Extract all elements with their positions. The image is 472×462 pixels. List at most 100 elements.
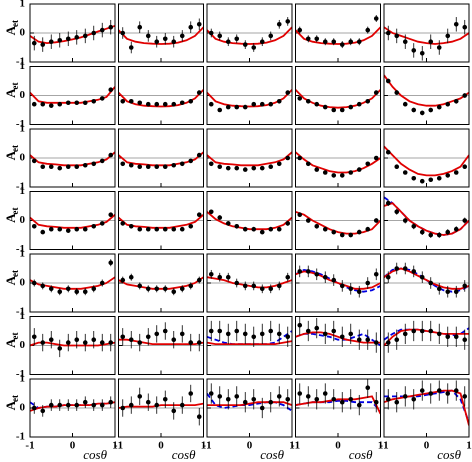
panel-frame <box>118 128 204 188</box>
data-point <box>385 149 391 155</box>
data-point <box>74 337 80 343</box>
x-tick-label: -1 <box>291 440 300 452</box>
data-point <box>40 101 46 107</box>
data-point <box>188 158 194 164</box>
data-point <box>225 397 231 402</box>
data-point <box>259 165 265 171</box>
data-point <box>31 40 37 46</box>
data-point <box>196 22 202 27</box>
data-point <box>305 218 311 223</box>
data-point <box>91 402 97 408</box>
data-point <box>188 283 194 289</box>
data-point <box>99 340 105 345</box>
data-point <box>276 331 282 337</box>
panel <box>118 191 204 250</box>
data-point <box>188 224 194 229</box>
data-point <box>91 286 97 292</box>
data-point <box>40 340 46 345</box>
data-point <box>356 402 362 408</box>
y-tick-label: -1 <box>16 56 25 68</box>
model-curve <box>295 26 381 45</box>
data-point <box>297 155 303 161</box>
data-point <box>297 269 303 274</box>
data-point <box>154 101 160 107</box>
x-axis-label: cosθ <box>83 447 107 462</box>
data-point <box>453 289 459 295</box>
panel: -1 0 1 cosθ <box>379 378 472 462</box>
data-point <box>445 33 451 39</box>
data-point <box>411 48 417 53</box>
data-point <box>428 177 434 183</box>
data-point <box>385 274 391 280</box>
data-point <box>268 101 274 107</box>
data-point <box>251 101 257 107</box>
data-point <box>259 286 265 292</box>
data-point <box>65 228 71 233</box>
data-point <box>419 110 425 116</box>
data-point <box>462 24 468 30</box>
y-axis-label-subscript: et <box>10 395 20 402</box>
y-axis-label: A <box>3 338 18 348</box>
data-point <box>268 226 274 232</box>
panel <box>383 3 470 63</box>
panel <box>206 253 293 313</box>
model-curve <box>207 26 292 45</box>
model-curve <box>295 399 381 412</box>
panel <box>295 191 381 250</box>
data-point <box>365 27 371 33</box>
model-curve <box>384 389 469 423</box>
panel-frame <box>295 3 381 63</box>
data-point <box>74 100 80 106</box>
data-point <box>57 289 63 295</box>
data-point <box>373 155 379 161</box>
panel: -1 0 1 Aet <box>3 60 116 130</box>
data-point <box>305 99 311 104</box>
data-point <box>402 394 408 399</box>
y-tick-label: 1 <box>20 373 26 385</box>
panel <box>118 66 204 125</box>
x-tick-label: 0 <box>424 440 430 452</box>
panel-frame <box>383 191 470 250</box>
panel-frame <box>29 3 116 63</box>
x-tick-label: -1 <box>114 440 123 452</box>
y-tick-label: -1 <box>16 243 25 255</box>
panel-frame <box>206 128 293 188</box>
data-point <box>137 283 143 289</box>
data-point <box>251 226 257 232</box>
panel: -1 0 1 Aet <box>3 248 116 318</box>
model-curve <box>207 89 292 108</box>
data-point <box>234 104 240 110</box>
data-point <box>445 334 451 340</box>
panel-frame <box>383 378 470 438</box>
y-tick-label: 1 <box>20 185 26 197</box>
model-curve <box>118 89 204 108</box>
data-point <box>108 340 114 345</box>
x-axis-label: cosθ <box>349 447 373 462</box>
panel <box>118 3 204 63</box>
data-point <box>188 99 194 104</box>
panel-frame <box>295 66 381 125</box>
data-point <box>402 39 408 44</box>
data-point <box>91 30 97 36</box>
panel-frame <box>118 191 204 250</box>
data-point <box>348 104 354 110</box>
data-point <box>331 397 337 402</box>
data-point <box>40 164 46 169</box>
data-point <box>419 388 425 393</box>
data-point <box>74 289 80 295</box>
data-point <box>297 322 303 328</box>
data-point <box>31 280 37 286</box>
data-point <box>251 165 257 171</box>
y-tick-label: 1 <box>20 248 26 260</box>
data-point <box>268 399 274 405</box>
data-point <box>74 164 80 169</box>
data-point <box>120 161 126 167</box>
data-point <box>188 391 194 396</box>
data-point <box>40 283 46 289</box>
data-point <box>82 399 88 405</box>
panel: -1 0 1 Aet <box>3 123 116 193</box>
y-tick-label: 0 <box>20 27 26 39</box>
data-point <box>208 209 214 215</box>
data-point <box>242 331 248 337</box>
data-point <box>196 152 202 158</box>
